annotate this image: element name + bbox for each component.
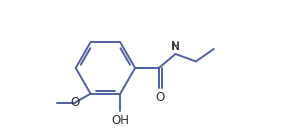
Text: O: O bbox=[70, 96, 80, 109]
Text: OH: OH bbox=[111, 114, 129, 128]
Text: O: O bbox=[156, 91, 165, 104]
Text: N: N bbox=[171, 40, 180, 53]
Text: H: H bbox=[172, 42, 179, 52]
